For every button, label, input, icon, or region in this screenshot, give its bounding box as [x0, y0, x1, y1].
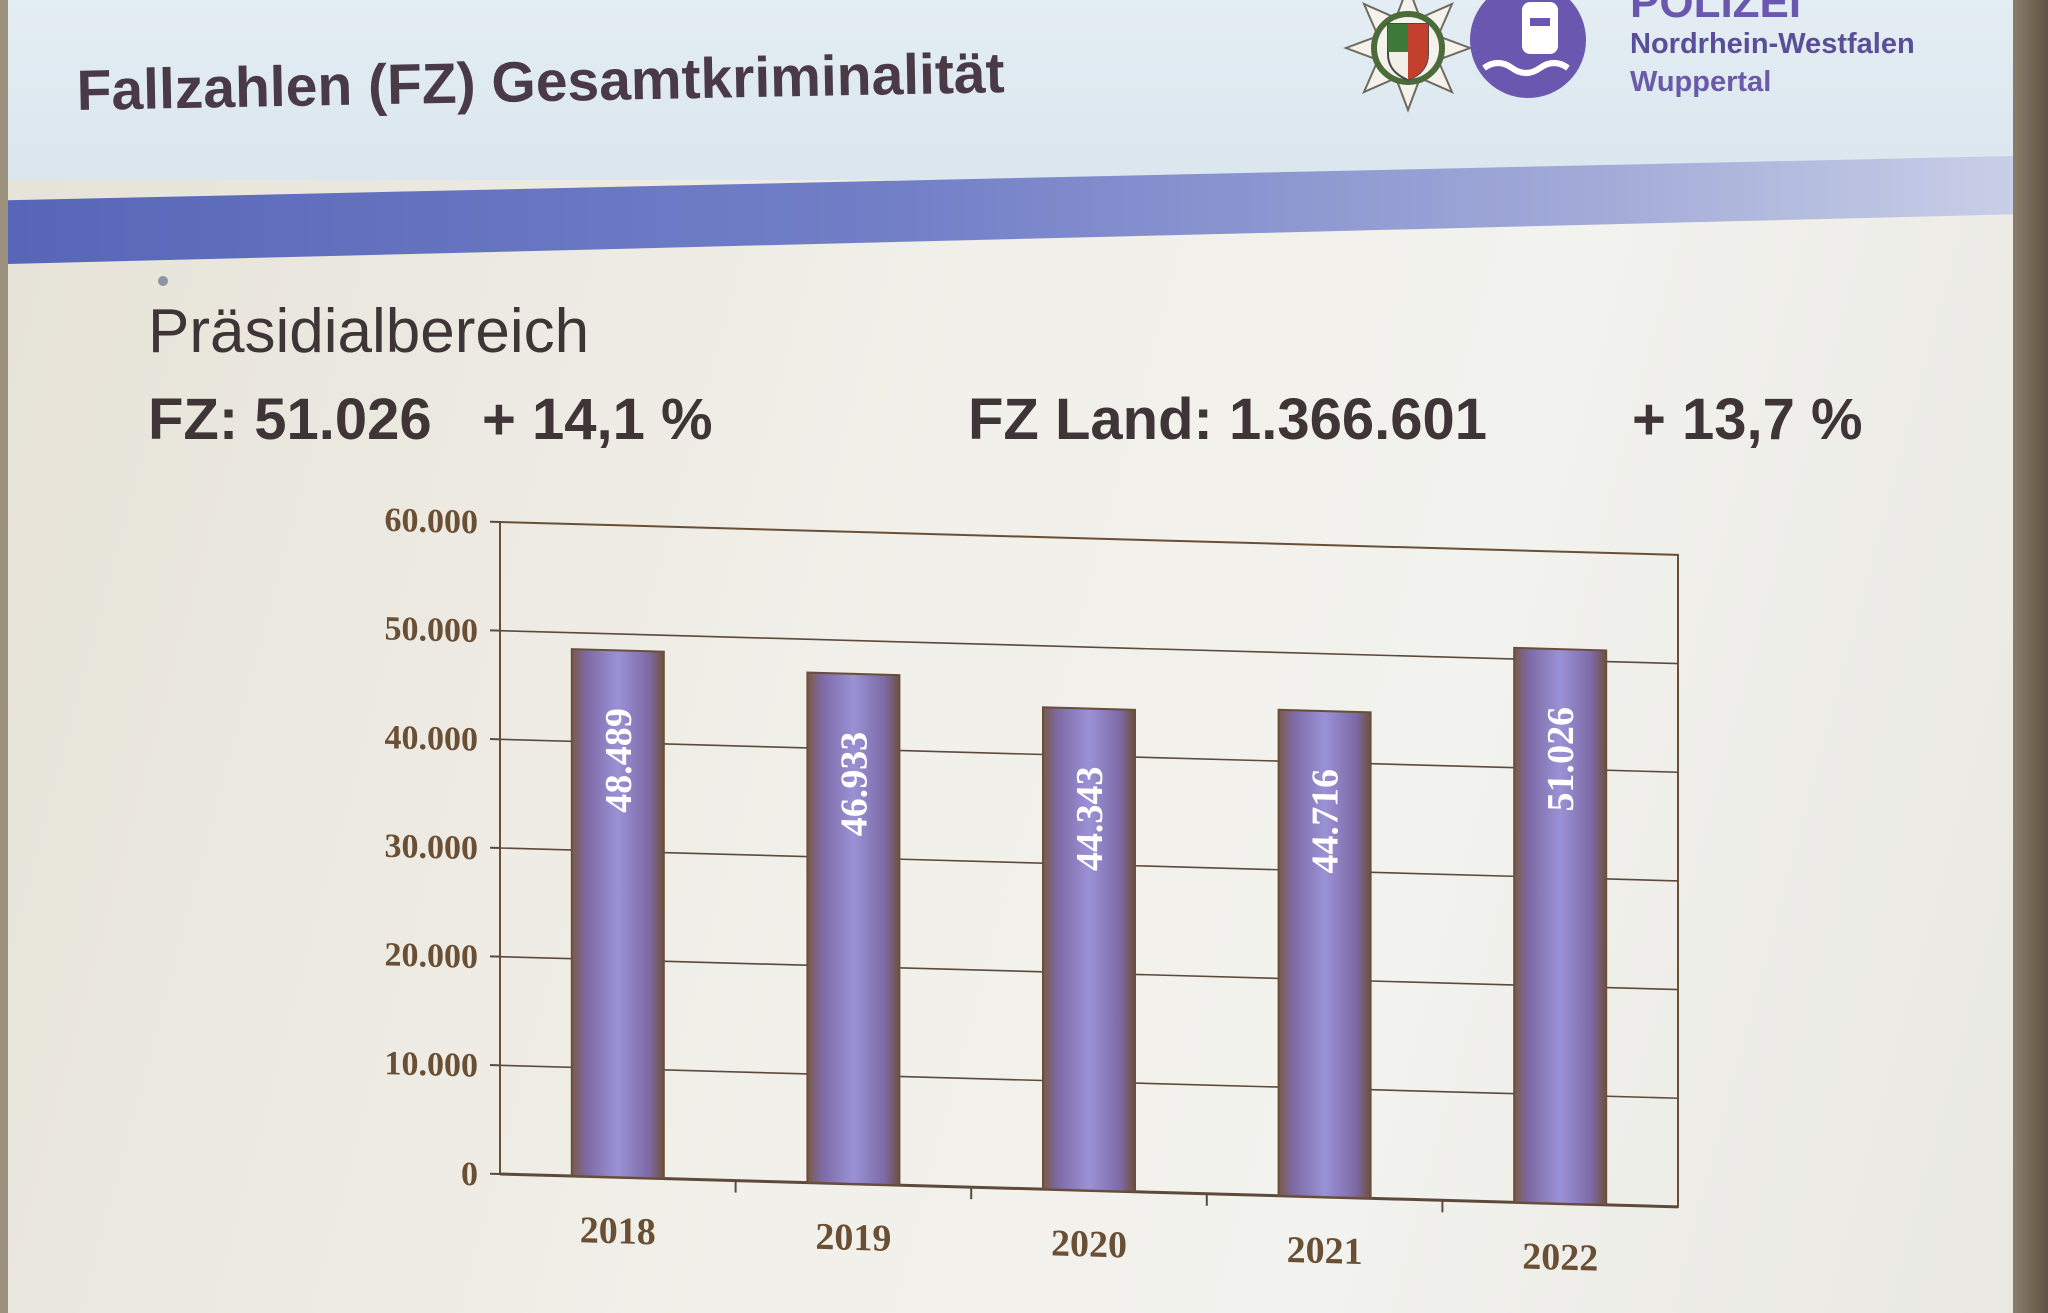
y-tick-label: 60.000: [385, 502, 478, 542]
bar-value-label: 44.716: [1305, 768, 1347, 874]
x-tick-label: 2018: [580, 1209, 656, 1253]
bar-value-label: 48.489: [598, 708, 640, 814]
bar-value-label: 44.343: [1069, 766, 1111, 872]
y-tick-label: 50.000: [385, 610, 478, 650]
y-tick-label: 0: [461, 1156, 478, 1193]
bar-2020: [1042, 706, 1136, 1193]
x-tick-label: 2019: [815, 1216, 891, 1260]
police-star-badge-icon: [1343, 0, 1586, 113]
area-label: Präsidialbereich: [148, 297, 590, 366]
police-emblem-icon: [1470, 0, 1586, 98]
slide-header-background: [8, 0, 2013, 180]
case-count-change: + 14,1 %: [482, 387, 713, 452]
room-background-right: [2013, 0, 2048, 1313]
y-tick-label: 10.000: [385, 1045, 478, 1085]
bar-2022: [1513, 646, 1608, 1206]
gridline: [500, 629, 1678, 665]
x-tick-label: 2021: [1287, 1229, 1363, 1273]
bar-2021: [1277, 708, 1372, 1200]
state-case-count-value: FZ Land: 1.366.601: [968, 387, 1487, 452]
organization-state: Nordrhein-Westfalen: [1630, 28, 1915, 60]
room-background-left: [0, 0, 8, 1313]
bar-2018: [570, 648, 665, 1180]
bar-chart: 0 10.000 20.000 30.000 40.000 50.000 60.000 48.…: [385, 502, 1679, 1280]
bar-value-label: 51.026: [1540, 706, 1582, 812]
projected-slide: Fallzahlen (FZ) Gesamtkriminalität POLIZ…: [8, 0, 2013, 1313]
bar-2019: [806, 671, 901, 1187]
case-count-value: FZ: 51.026: [148, 387, 432, 452]
y-tick-label: 20.000: [385, 936, 478, 976]
organization-name: POLIZEI: [1630, 0, 1802, 27]
police-star-icon: [1343, 0, 1473, 113]
organization-city: Wuppertal: [1630, 66, 1772, 98]
bar-value-label: 46.933: [833, 731, 875, 837]
bullet-dot: [158, 276, 168, 286]
y-tick-label: 30.000: [385, 828, 478, 868]
state-case-count-change: + 13,7 %: [1632, 387, 1863, 452]
x-tick-label: 2020: [1051, 1222, 1127, 1266]
y-tick-label: 40.000: [385, 719, 478, 759]
x-tick-label: 2022: [1522, 1236, 1598, 1280]
